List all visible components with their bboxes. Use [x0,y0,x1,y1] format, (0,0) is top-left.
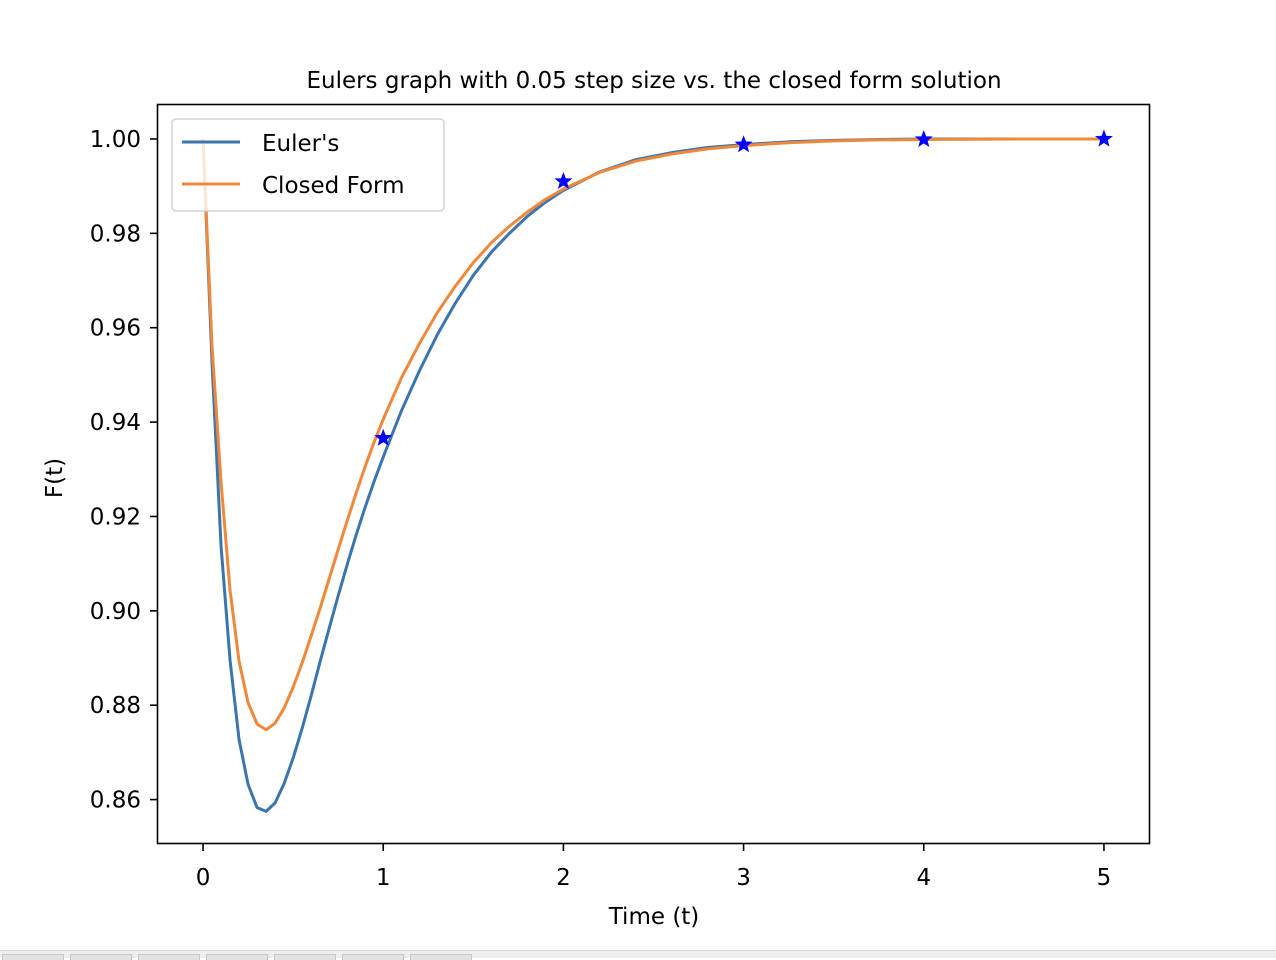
x-tick-label: 0 [196,865,211,891]
star-marker [734,135,753,153]
taskbar-button[interactable] [274,954,336,960]
x-tick-label: 2 [556,865,571,891]
taskbar-button[interactable] [206,954,268,960]
star-marker [1095,129,1113,147]
legend-label-closed-form: Closed Form [262,173,405,199]
taskbar-button[interactable] [70,954,132,960]
y-tick-label: 0.98 [90,221,141,247]
legend: Euler's Closed Form [171,118,445,212]
y-tick-label: 0.94 [90,410,141,436]
plot-lines [201,137,1104,813]
x-tick-label: 1 [376,865,391,891]
y-tick-label: 0.90 [90,599,141,625]
taskbar-button[interactable] [410,954,472,960]
y-axis-ticks: 0.86 0.88 0.90 0.92 0.94 0.96 0.98 1.00 [90,127,158,814]
legend-label-eulers: Euler's [262,131,339,157]
y-axis-label: F(t) [42,458,68,498]
series-line-closed-form [201,137,1104,732]
taskbar-button[interactable] [138,954,200,960]
plot-markers [374,129,1113,446]
x-tick-label: 3 [736,865,751,891]
y-tick-label: 1.00 [90,127,141,153]
taskbar-button[interactable] [2,954,64,960]
y-tick-label: 0.88 [90,693,141,719]
y-tick-label: 0.96 [90,316,141,342]
star-marker [554,172,573,190]
x-tick-label: 5 [1097,865,1112,891]
y-tick-label: 0.86 [90,788,141,814]
x-axis-ticks: 0 1 2 3 4 5 [196,843,1112,891]
chart-title: Eulers graph with 0.05 step size vs. the… [306,68,1001,94]
taskbar [0,950,1276,960]
x-axis-label: Time (t) [608,904,700,930]
axes-frame [156,103,1151,845]
taskbar-button[interactable] [342,954,404,960]
star-marker [914,130,933,148]
x-tick-label: 4 [916,865,931,891]
star-marker [374,428,393,446]
y-tick-label: 0.92 [90,504,141,530]
